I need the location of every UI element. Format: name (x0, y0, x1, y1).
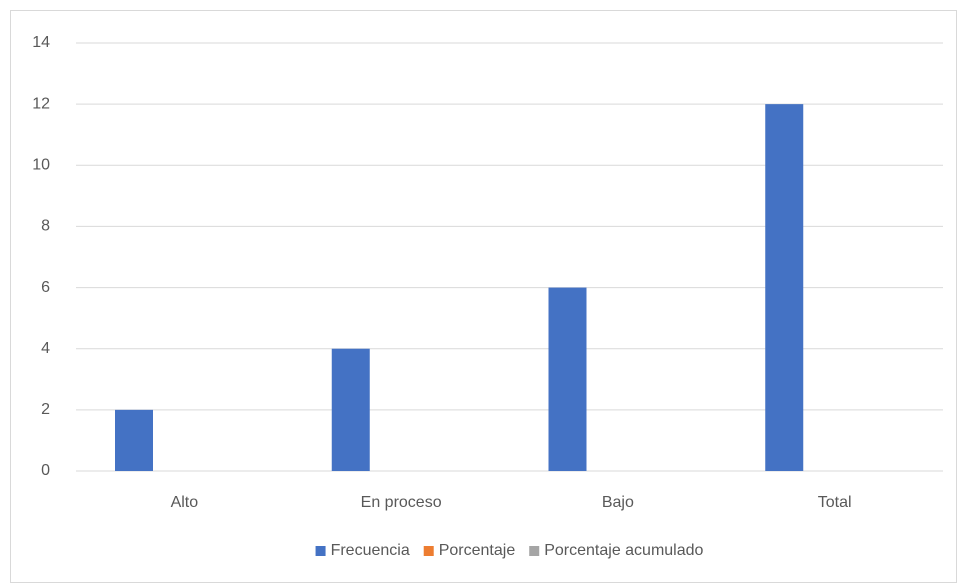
y-tick-label: 14 (32, 34, 50, 51)
legend-label: Porcentaje acumulado (544, 542, 703, 559)
legend-swatch (315, 546, 326, 556)
y-tick-label: 2 (41, 401, 50, 418)
legend-swatch (423, 546, 434, 556)
y-tick-label: 0 (41, 462, 50, 479)
y-tick-label: 10 (32, 157, 50, 174)
legend-label: Frecuencia (331, 542, 410, 559)
x-tick-label: Total (818, 494, 852, 511)
legend-label: Porcentaje (439, 542, 516, 559)
bar (115, 409, 153, 471)
legend-swatch (529, 546, 540, 556)
y-tick-label: 8 (41, 218, 50, 235)
bar (765, 104, 804, 472)
y-tick-label: 12 (32, 95, 50, 112)
x-tick-label: Alto (171, 494, 199, 511)
bar (548, 287, 587, 471)
x-tick-label: Bajo (602, 494, 634, 511)
bar (331, 348, 370, 471)
y-tick-label: 4 (41, 340, 50, 357)
y-tick-label: 6 (41, 279, 50, 296)
x-tick-label: En proceso (361, 494, 442, 511)
chart-border (10, 10, 957, 583)
